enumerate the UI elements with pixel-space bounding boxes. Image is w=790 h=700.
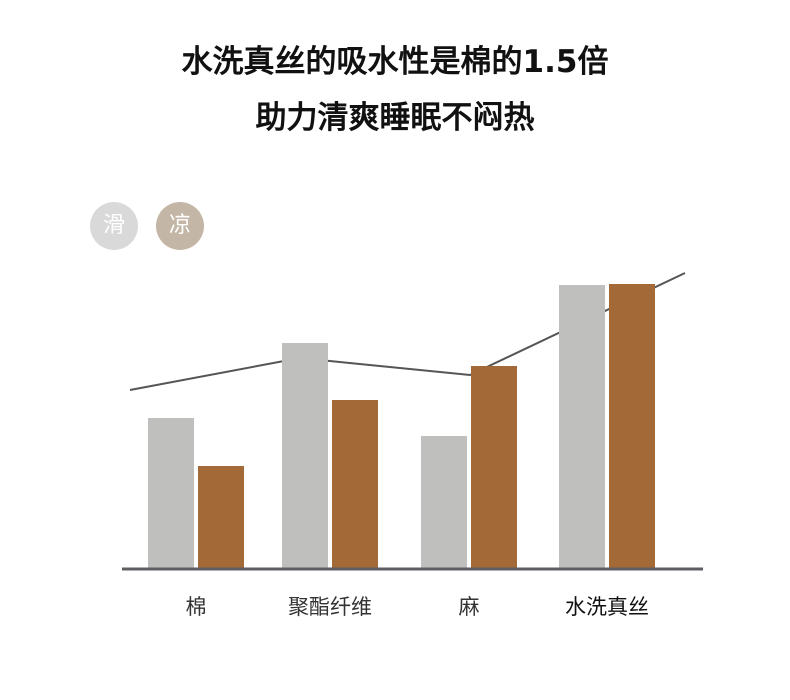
bar-smooth-3 bbox=[559, 285, 605, 568]
chart-title: 水洗真丝的吸水性是棉的1.5倍 bbox=[181, 44, 609, 80]
bar-cool-1 bbox=[332, 400, 378, 568]
bar-cool-2 bbox=[471, 366, 517, 568]
bar-smooth-0 bbox=[148, 418, 194, 568]
bar-cool-0 bbox=[198, 466, 244, 568]
x-tick-label: 麻 bbox=[459, 595, 480, 619]
legend-smooth: 滑 bbox=[90, 202, 138, 250]
x-tick-label: 水洗真丝 bbox=[565, 595, 649, 619]
bar-smooth-1 bbox=[282, 343, 328, 568]
bar-smooth-2 bbox=[421, 436, 467, 568]
x-tick-label: 聚酯纤维 bbox=[288, 595, 372, 619]
bar-cool-3 bbox=[609, 284, 655, 568]
chart-subtitle: 助力清爽睡眠不闷热 bbox=[255, 100, 535, 136]
legend-cool: 凉 bbox=[156, 202, 204, 250]
x-tick-label: 棉 bbox=[186, 595, 207, 619]
